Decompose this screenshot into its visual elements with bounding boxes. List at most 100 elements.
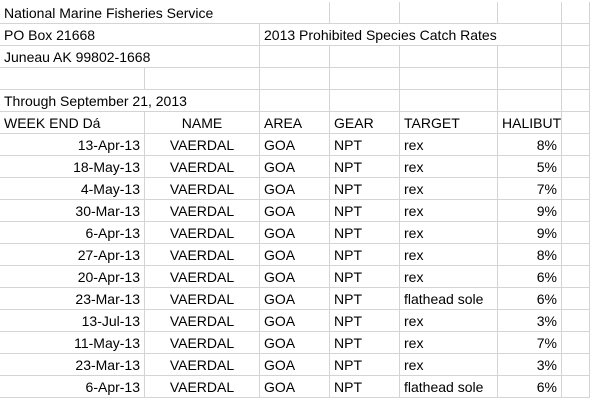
name-cell[interactable]: VAERDAL <box>145 332 260 354</box>
week-end-date-cell[interactable]: 23-Mar-13 <box>0 288 145 310</box>
empty-cell[interactable] <box>562 288 590 310</box>
halibut-cell[interactable]: 3% <box>498 310 562 332</box>
header-area[interactable]: AREA <box>260 112 330 134</box>
gear-cell[interactable]: NPT <box>330 266 400 288</box>
week-end-date-cell[interactable]: 4-May-13 <box>0 178 145 200</box>
empty-cell[interactable] <box>498 68 562 90</box>
area-cell[interactable]: GOA <box>260 266 330 288</box>
halibut-cell[interactable]: 3% <box>498 354 562 376</box>
target-cell[interactable]: rex <box>400 332 498 354</box>
halibut-cell[interactable]: 6% <box>498 376 562 398</box>
gear-cell[interactable]: NPT <box>330 200 400 222</box>
area-cell[interactable]: GOA <box>260 310 330 332</box>
target-cell[interactable]: rex <box>400 266 498 288</box>
empty-cell[interactable] <box>498 2 562 24</box>
empty-cell[interactable] <box>400 24 498 46</box>
gear-cell[interactable]: NPT <box>330 134 400 156</box>
name-cell[interactable]: VAERDAL <box>145 376 260 398</box>
area-cell[interactable]: GOA <box>260 376 330 398</box>
halibut-cell[interactable]: 8% <box>498 244 562 266</box>
name-cell[interactable]: VAERDAL <box>145 310 260 332</box>
po-box-cell[interactable]: PO Box 21668 <box>0 24 145 46</box>
empty-cell[interactable] <box>562 112 590 134</box>
name-cell[interactable]: VAERDAL <box>145 222 260 244</box>
target-cell[interactable]: flathead sole <box>400 288 498 310</box>
header-week-end-date[interactable]: WEEK END Dá <box>0 112 145 134</box>
week-end-date-cell[interactable]: 20-Apr-13 <box>0 266 145 288</box>
header-gear[interactable]: GEAR <box>330 112 400 134</box>
gear-cell[interactable]: NPT <box>330 178 400 200</box>
name-cell[interactable]: VAERDAL <box>145 134 260 156</box>
city-cell[interactable]: Juneau AK 99802-1668 <box>0 46 150 68</box>
area-cell[interactable]: GOA <box>260 178 330 200</box>
area-cell[interactable]: GOA <box>260 200 330 222</box>
week-end-date-cell[interactable]: 6-Apr-13 <box>0 376 145 398</box>
empty-cell[interactable] <box>498 46 562 68</box>
target-cell[interactable]: rex <box>400 354 498 376</box>
gear-cell[interactable]: NPT <box>330 222 400 244</box>
name-cell[interactable]: VAERDAL <box>145 244 260 266</box>
empty-cell[interactable] <box>562 200 590 222</box>
empty-cell[interactable] <box>260 2 330 24</box>
gear-cell[interactable]: NPT <box>330 354 400 376</box>
empty-cell[interactable] <box>562 24 590 46</box>
area-cell[interactable]: GOA <box>260 332 330 354</box>
area-cell[interactable]: GOA <box>260 156 330 178</box>
empty-cell[interactable] <box>0 68 145 90</box>
empty-cell[interactable] <box>145 2 260 24</box>
week-end-date-cell[interactable]: 30-Mar-13 <box>0 200 145 222</box>
target-cell[interactable]: rex <box>400 310 498 332</box>
header-target[interactable]: TARGET <box>400 112 498 134</box>
gear-cell[interactable]: NPT <box>330 244 400 266</box>
week-end-date-cell[interactable]: 13-Apr-13 <box>0 134 145 156</box>
empty-cell[interactable] <box>498 90 562 112</box>
org-cell[interactable]: National Marine Fisheries Service <box>0 2 213 24</box>
empty-cell[interactable] <box>562 134 590 156</box>
target-cell[interactable]: rex <box>400 134 498 156</box>
halibut-cell[interactable]: 7% <box>498 178 562 200</box>
empty-cell[interactable] <box>562 46 590 68</box>
area-cell[interactable]: GOA <box>260 288 330 310</box>
area-cell[interactable]: GOA <box>260 222 330 244</box>
header-halibut[interactable]: HALIBUT <box>498 112 562 134</box>
gear-cell[interactable]: NPT <box>330 310 400 332</box>
empty-cell[interactable] <box>562 178 590 200</box>
name-cell[interactable]: VAERDAL <box>145 200 260 222</box>
gear-cell[interactable]: NPT <box>330 156 400 178</box>
week-end-date-cell[interactable]: 18-May-13 <box>0 156 145 178</box>
empty-cell[interactable] <box>562 156 590 178</box>
empty-cell[interactable] <box>145 24 260 46</box>
halibut-cell[interactable]: 6% <box>498 288 562 310</box>
empty-cell[interactable] <box>562 354 590 376</box>
gear-cell[interactable]: NPT <box>330 376 400 398</box>
name-cell[interactable]: VAERDAL <box>145 266 260 288</box>
halibut-cell[interactable]: 8% <box>498 134 562 156</box>
empty-cell[interactable] <box>145 46 260 68</box>
empty-cell[interactable] <box>562 310 590 332</box>
empty-cell[interactable] <box>330 90 400 112</box>
name-cell[interactable]: VAERDAL <box>145 354 260 376</box>
empty-cell[interactable] <box>562 332 590 354</box>
target-cell[interactable]: flathead sole <box>400 376 498 398</box>
target-cell[interactable]: rex <box>400 156 498 178</box>
name-cell[interactable]: VAERDAL <box>145 156 260 178</box>
empty-cell[interactable] <box>330 46 400 68</box>
empty-cell[interactable] <box>562 90 590 112</box>
empty-cell[interactable] <box>562 244 590 266</box>
name-cell[interactable]: VAERDAL <box>145 178 260 200</box>
week-end-date-cell[interactable]: 27-Apr-13 <box>0 244 145 266</box>
empty-cell[interactable] <box>260 90 330 112</box>
header-name[interactable]: NAME <box>145 112 260 134</box>
gear-cell[interactable]: NPT <box>330 288 400 310</box>
week-end-date-cell[interactable]: 6-Apr-13 <box>0 222 145 244</box>
empty-cell[interactable] <box>400 46 498 68</box>
area-cell[interactable]: GOA <box>260 134 330 156</box>
target-cell[interactable]: rex <box>400 222 498 244</box>
empty-cell[interactable] <box>498 24 562 46</box>
empty-cell[interactable] <box>562 222 590 244</box>
through-cell[interactable]: Through September 21, 2013 <box>0 90 187 112</box>
halibut-cell[interactable]: 5% <box>498 156 562 178</box>
empty-cell[interactable] <box>330 2 400 24</box>
empty-cell[interactable] <box>260 68 330 90</box>
empty-cell[interactable] <box>330 24 400 46</box>
